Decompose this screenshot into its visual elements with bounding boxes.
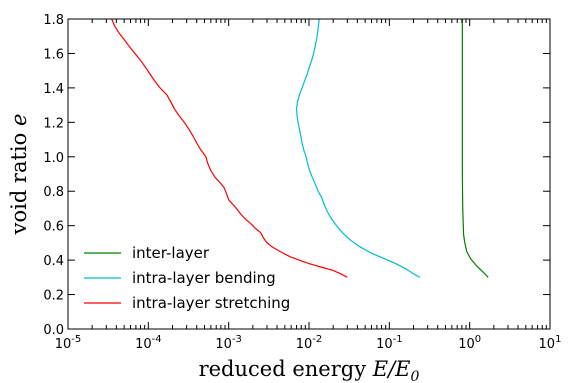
y-tick-label: 1.4 [43, 82, 64, 97]
x-axis-title-text: reduced energy [199, 357, 373, 381]
x-tick-exponent: 1 [555, 334, 561, 345]
y-tick-label: 0.8 [43, 185, 64, 200]
y-tick-label: 0.0 [43, 323, 64, 338]
x-axis-title: reduced energy E/E0 [199, 357, 420, 383]
legend: inter-layer intra-layer bending intra-laye… [84, 244, 290, 312]
x-tick-label: 10-3 [215, 334, 242, 352]
x-tick-base: 10 [376, 337, 393, 352]
legend-label: intra-layer bending [132, 269, 276, 287]
x-tick-exponent: 0 [475, 334, 481, 345]
y-axis: 0.0 0.2 0.4 0.6 0.8 1.0 1.2 1.4 1.6 1.8 [43, 13, 550, 338]
x-tick-base: 10 [135, 337, 152, 352]
x-axis-title-math: E/E [372, 357, 411, 381]
x-tick-base: 10 [458, 337, 475, 352]
x-tick-label: 10-1 [376, 334, 403, 352]
x-axis: 10-5 10-4 10-3 10-2 10-1 100 101 [55, 19, 562, 352]
y-tick-label: 1.6 [43, 47, 64, 62]
legend-label: inter-layer [132, 244, 210, 262]
x-tick-exponent: -4 [152, 334, 162, 345]
legend-label: intra-layer stretching [132, 294, 290, 312]
y-axis-title-math: e [7, 114, 31, 126]
x-tick-exponent: -5 [71, 334, 81, 345]
y-tick-label: 1.2 [43, 116, 64, 131]
plot-lines [111, 18, 489, 278]
x-tick-exponent: -2 [312, 334, 322, 345]
y-tick-label: 0.4 [43, 254, 64, 269]
x-tick-base: 10 [215, 337, 232, 352]
x-tick-base: 10 [539, 337, 556, 352]
y-axis-title-text: void ratio [7, 126, 31, 235]
series-line-0 [461, 19, 489, 278]
x-tick-label: 10-5 [55, 334, 82, 352]
y-axis-title: void ratio e [7, 114, 31, 236]
y-tick-label: 1.8 [43, 13, 64, 28]
x-tick-label: 100 [458, 334, 481, 352]
x-tick-base: 10 [296, 337, 313, 352]
series-line-1 [295, 18, 421, 278]
series-line-2 [111, 18, 348, 278]
y-tick-label: 0.2 [43, 289, 64, 304]
x-tick-base: 10 [55, 337, 72, 352]
x-tick-label: 10-4 [135, 334, 162, 352]
y-tick-label: 0.6 [43, 220, 64, 235]
x-axis-title-subscript: 0 [410, 369, 419, 383]
x-tick-label: 101 [539, 334, 562, 352]
y-tick-label: 1.0 [43, 151, 64, 166]
x-tick-label: 10-2 [296, 334, 323, 352]
x-tick-exponent: -3 [232, 334, 242, 345]
x-tick-exponent: -1 [393, 334, 403, 345]
